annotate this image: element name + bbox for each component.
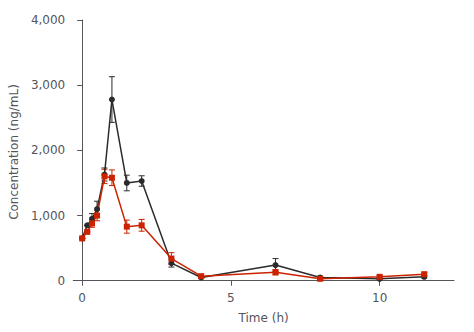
svg-text:0: 0	[58, 274, 66, 288]
svg-text:Concentration (ng/mL): Concentration (ng/mL)	[7, 84, 21, 220]
svg-text:4,000: 4,000	[31, 13, 65, 27]
svg-text:2,000: 2,000	[31, 143, 65, 157]
svg-text:1,000: 1,000	[31, 209, 65, 223]
svg-text:0: 0	[78, 291, 86, 305]
svg-text:Time (h): Time (h)	[238, 311, 289, 325]
svg-text:10: 10	[372, 291, 387, 305]
svg-text:5: 5	[227, 291, 235, 305]
svg-text:3,000: 3,000	[31, 78, 65, 92]
